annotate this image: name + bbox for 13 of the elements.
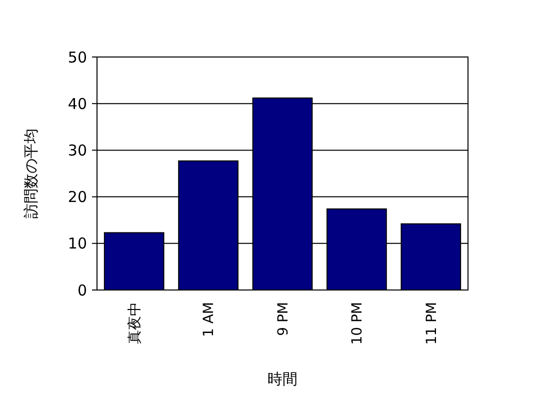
x-tick-label: 11 PM: [424, 302, 440, 345]
y-tick-label: 20: [68, 188, 87, 206]
x-axis-title: 時間: [268, 370, 298, 388]
x-tick-label: 9 PM: [275, 302, 292, 336]
x-tick-label: 1 AM: [201, 302, 218, 338]
y-tick-label: 40: [68, 94, 87, 113]
y-tick-label: 0: [77, 281, 87, 300]
y-tick-label: 50: [68, 48, 87, 66]
y-tick-label: 30: [68, 141, 87, 160]
x-tick-label: 10 PM: [350, 302, 366, 345]
y-axis-title: 訪問数の平均: [22, 128, 40, 218]
y-tick-label: 10: [68, 234, 87, 253]
x-tick-label: 真夜中: [127, 302, 143, 344]
